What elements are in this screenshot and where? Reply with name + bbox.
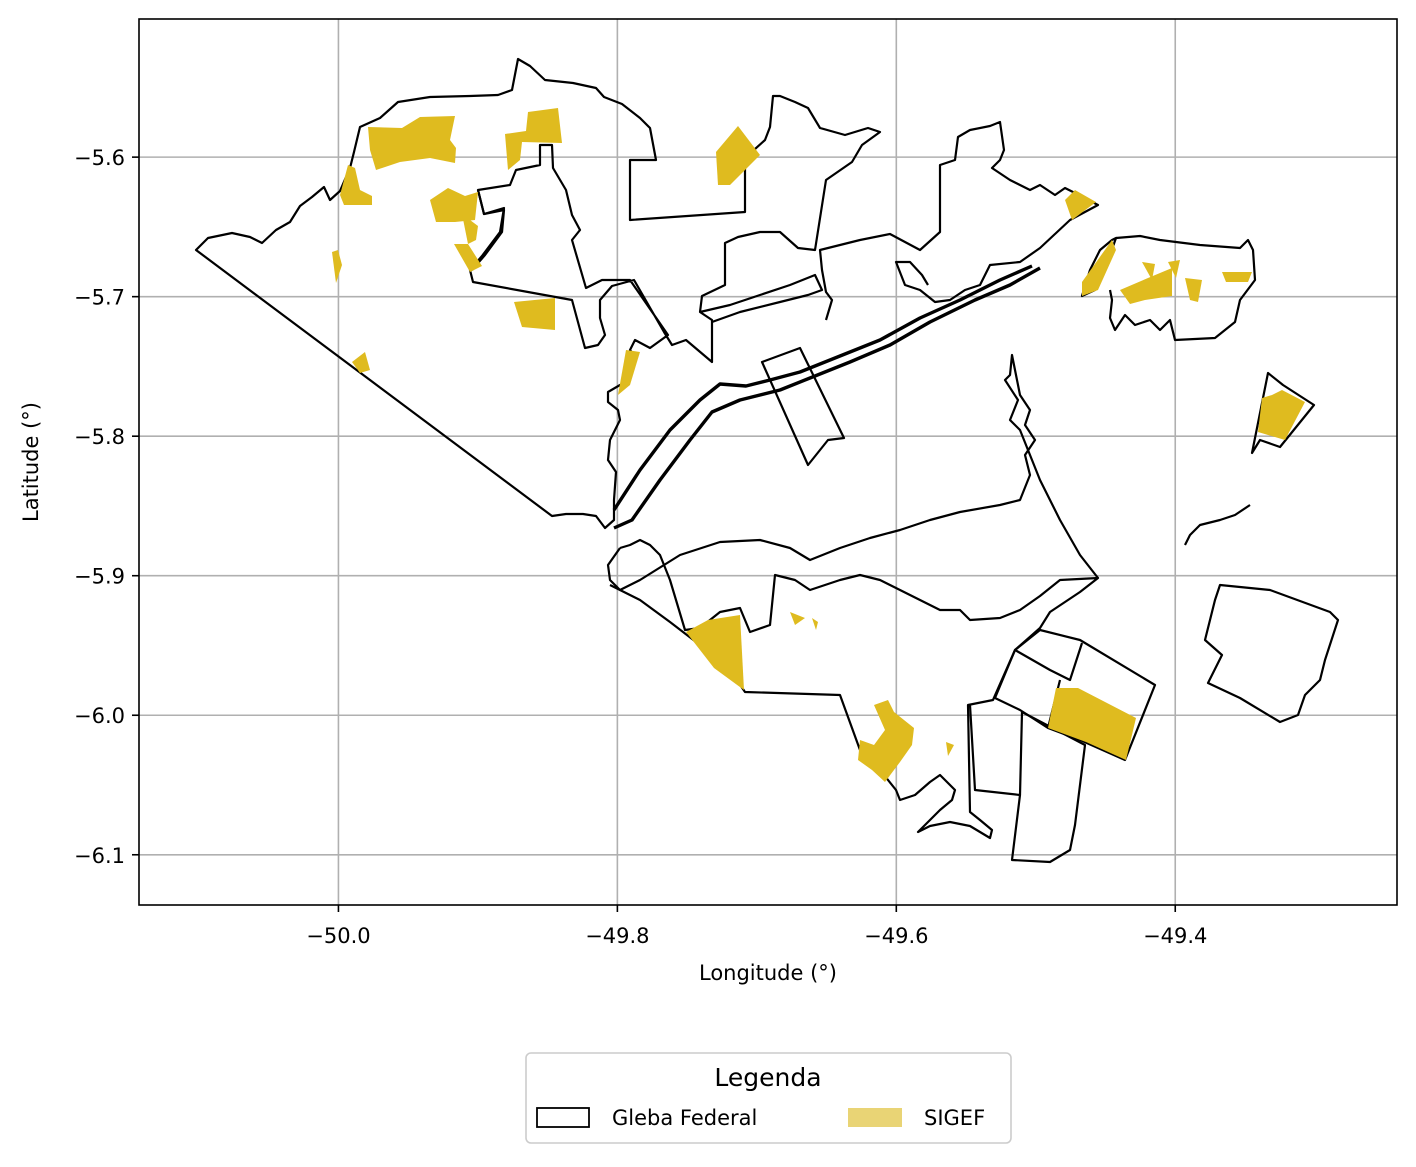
y-tick-label: −5.7 <box>74 286 125 310</box>
sigef-parcel <box>454 244 482 272</box>
gleba-polygon <box>818 120 1100 321</box>
gleba-polygon <box>606 353 1099 592</box>
x-tick-label: −50.0 <box>306 924 370 948</box>
y-tick-label: −6.0 <box>74 704 125 728</box>
sigef-parcel <box>505 108 562 170</box>
sigef-parcel <box>618 350 640 395</box>
sigef-parcel <box>858 700 914 782</box>
legend-swatch-gleba <box>536 1107 590 1128</box>
sigef-parcel <box>430 188 478 222</box>
y-tick-label: −5.8 <box>74 425 125 449</box>
x-axis-label: Longitude (°) <box>699 961 837 985</box>
sigef-parcel <box>462 214 478 244</box>
y-tick-label: −5.9 <box>74 565 125 589</box>
gleba-polygon <box>609 538 1100 840</box>
sigef-parcel <box>1258 390 1305 440</box>
legend-swatch-sigef <box>848 1108 902 1127</box>
gleba-polygon <box>760 346 846 467</box>
sigef-parcel <box>812 618 818 630</box>
sigef-parcel <box>686 615 744 690</box>
gleba-polygon <box>613 266 1041 530</box>
grid-lines <box>139 19 1397 905</box>
sigef-parcel <box>1142 262 1155 280</box>
sigef-parcel <box>1222 272 1252 282</box>
sigef-parcel <box>716 126 760 185</box>
legend-label-gleba: Gleba Federal <box>612 1106 757 1130</box>
sigef-parcel <box>1185 278 1202 302</box>
y-tick-label: −6.1 <box>74 844 125 868</box>
gleba-polygon <box>699 273 824 324</box>
gleba-polygon <box>1184 504 1251 546</box>
sigef-parcel <box>368 116 456 170</box>
sigef-parcel <box>1120 268 1172 304</box>
legend: Legenda Gleba Federal SIGEF <box>525 1052 1012 1144</box>
gleba-polygon <box>1250 371 1316 455</box>
gleba-polygon <box>968 704 1024 797</box>
gleba-polygon <box>1014 642 1084 682</box>
axes-frame <box>138 18 1398 906</box>
y-tick-label: −5.6 <box>74 146 125 170</box>
gleba-polygon <box>993 628 1157 762</box>
x-axis-ticks: −50.0 −49.8 −49.6 −49.4 <box>306 905 1207 948</box>
sigef-parcel <box>340 165 372 205</box>
sigef-parcel <box>1048 688 1136 760</box>
sigef-parcel <box>1065 190 1096 220</box>
x-tick-label: −49.8 <box>585 924 649 948</box>
sigef-parcel <box>790 612 805 625</box>
x-tick-label: −49.6 <box>864 924 928 948</box>
x-tick-label: −49.4 <box>1143 924 1207 948</box>
legend-title: Legenda <box>714 1063 821 1092</box>
sigef-parcel <box>946 742 954 756</box>
gleba-polygon <box>471 189 506 271</box>
axes-background <box>139 19 1397 905</box>
gleba-polygon <box>1010 711 1087 864</box>
map-layers <box>194 57 1340 864</box>
y-axis-ticks: −5.6 −5.7 −5.8 −5.9 −6.0 −6.1 <box>74 146 139 868</box>
legend-label-sigef: SIGEF <box>924 1106 985 1130</box>
sigef-parcel <box>1168 260 1180 278</box>
sigef-parcel <box>332 250 342 283</box>
sigef-parcel <box>514 298 555 330</box>
gleba-polygon <box>1108 234 1257 342</box>
gleba-federal-layer <box>194 57 1340 864</box>
sigef-layer <box>332 108 1305 782</box>
gleba-polygon <box>1203 583 1340 724</box>
y-axis-label: Latitude (°) <box>19 402 43 522</box>
sigef-parcel <box>1082 240 1116 296</box>
gleba-polygon <box>612 264 1033 511</box>
sigef-parcel <box>352 352 370 373</box>
